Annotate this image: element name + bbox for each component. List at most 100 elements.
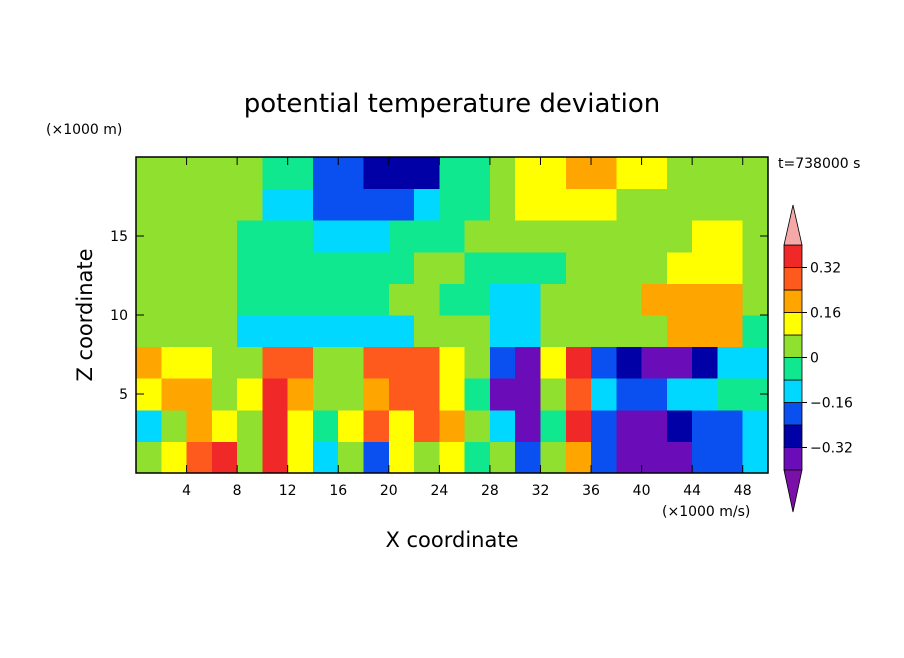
contour-cell <box>287 409 314 442</box>
contour-cell <box>287 346 314 379</box>
contour-cell <box>717 157 744 190</box>
contour-cell <box>312 315 339 348</box>
contour-cell <box>616 283 643 316</box>
contour-cell <box>161 441 188 474</box>
contour-cell <box>692 409 718 442</box>
contour-cell <box>540 441 567 474</box>
contour-cell <box>540 409 567 442</box>
contour-cell <box>464 409 491 442</box>
contour-cell <box>742 441 769 474</box>
contour-cell <box>338 220 365 253</box>
contour-cell <box>136 315 162 348</box>
contour-cell <box>666 378 693 411</box>
contour-cell <box>540 188 567 221</box>
contour-cell <box>565 346 592 379</box>
contour-cell <box>287 283 314 316</box>
contour-cell <box>515 346 541 379</box>
contour-cell <box>186 441 213 474</box>
contour-cell <box>616 157 643 190</box>
contour-cell <box>363 157 390 190</box>
colorbar-segment <box>783 289 803 313</box>
colorbar-segment <box>783 379 803 403</box>
contour-cell <box>489 409 516 442</box>
contour-cell <box>211 283 238 316</box>
contour-cell <box>262 441 289 474</box>
contour-cell <box>237 315 263 348</box>
contour-cell <box>591 441 617 474</box>
contour-cell <box>237 188 263 221</box>
colorbar-tick-label: −0.16 <box>810 396 853 412</box>
contour-cell <box>388 188 415 221</box>
contour-cell <box>136 346 162 379</box>
contour-cell <box>211 378 238 411</box>
contour-cell <box>211 157 238 190</box>
contour-cell <box>692 220 718 253</box>
contour-cell <box>338 346 365 379</box>
contour-cell <box>641 378 668 411</box>
contour-cell <box>262 188 289 221</box>
contour-cell <box>211 441 238 474</box>
contour-cell <box>439 220 466 253</box>
contour-cell <box>515 315 541 348</box>
contour-cell <box>186 283 213 316</box>
contour-cell <box>641 315 668 348</box>
contour-cell <box>742 315 769 348</box>
contour-cell <box>591 251 617 284</box>
contour-cell <box>717 409 744 442</box>
contour-cell <box>464 188 491 221</box>
colorbar-tick-label: 0.32 <box>810 261 841 277</box>
contour-cell <box>338 251 365 284</box>
contour-cell <box>464 441 491 474</box>
contour-cell <box>717 378 744 411</box>
contour-cell <box>439 188 466 221</box>
contour-cell <box>161 157 188 190</box>
colorbar-segment <box>783 267 803 291</box>
contour-cell <box>439 283 466 316</box>
colorbar-segment <box>783 357 803 381</box>
contour-cell <box>312 188 339 221</box>
contour-cell <box>742 409 769 442</box>
x-tick-label: 28 <box>481 483 499 499</box>
contour-cell <box>540 157 567 190</box>
contour-cell <box>363 346 390 379</box>
contour-cell <box>489 220 516 253</box>
colorbar-segment <box>783 312 803 336</box>
contour-cell <box>186 346 213 379</box>
contour-cell <box>363 315 390 348</box>
contour-cell <box>692 283 718 316</box>
x-units: (×1000 m/s) <box>662 504 750 520</box>
contour-cell <box>717 251 744 284</box>
contour-cell <box>136 441 162 474</box>
contour-cell <box>287 220 314 253</box>
contour-cell <box>616 220 643 253</box>
contour-cell <box>186 378 213 411</box>
contour-cell <box>136 251 162 284</box>
contour-cell <box>742 346 769 379</box>
contour-cell <box>717 346 744 379</box>
contour-cell <box>591 220 617 253</box>
contour-cell <box>262 220 289 253</box>
contour-cell <box>414 188 440 221</box>
contour-cell <box>237 346 263 379</box>
x-axis-label: X coordinate <box>385 528 518 552</box>
contour-cell <box>464 346 491 379</box>
contour-cell <box>312 441 339 474</box>
contour-cell <box>363 378 390 411</box>
contour-cell <box>515 409 541 442</box>
contour-cell <box>237 409 263 442</box>
contour-cell <box>464 315 491 348</box>
contour-cell <box>414 346 440 379</box>
contour-cell <box>262 346 289 379</box>
contour-cell <box>666 283 693 316</box>
contour-cell <box>388 315 415 348</box>
contour-cell <box>666 441 693 474</box>
contour-cell <box>565 283 592 316</box>
contour-cell <box>565 315 592 348</box>
contour-cell <box>515 188 541 221</box>
colorbar-segment <box>783 244 803 268</box>
contour-cell <box>312 251 339 284</box>
contour-cell <box>388 283 415 316</box>
contour-cell <box>692 315 718 348</box>
contour-cell <box>312 409 339 442</box>
